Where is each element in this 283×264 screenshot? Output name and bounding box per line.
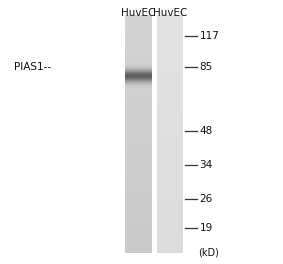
Text: 26: 26	[200, 194, 213, 204]
Text: 48: 48	[200, 126, 213, 136]
Text: 85: 85	[200, 62, 213, 72]
Text: (kD): (kD)	[198, 247, 219, 257]
Text: 19: 19	[200, 223, 213, 233]
Text: HuvEC: HuvEC	[153, 8, 187, 18]
Text: PIAS1--: PIAS1--	[14, 62, 51, 72]
Text: HuvEC: HuvEC	[121, 8, 156, 18]
Text: 117: 117	[200, 31, 219, 41]
Text: 34: 34	[200, 160, 213, 170]
